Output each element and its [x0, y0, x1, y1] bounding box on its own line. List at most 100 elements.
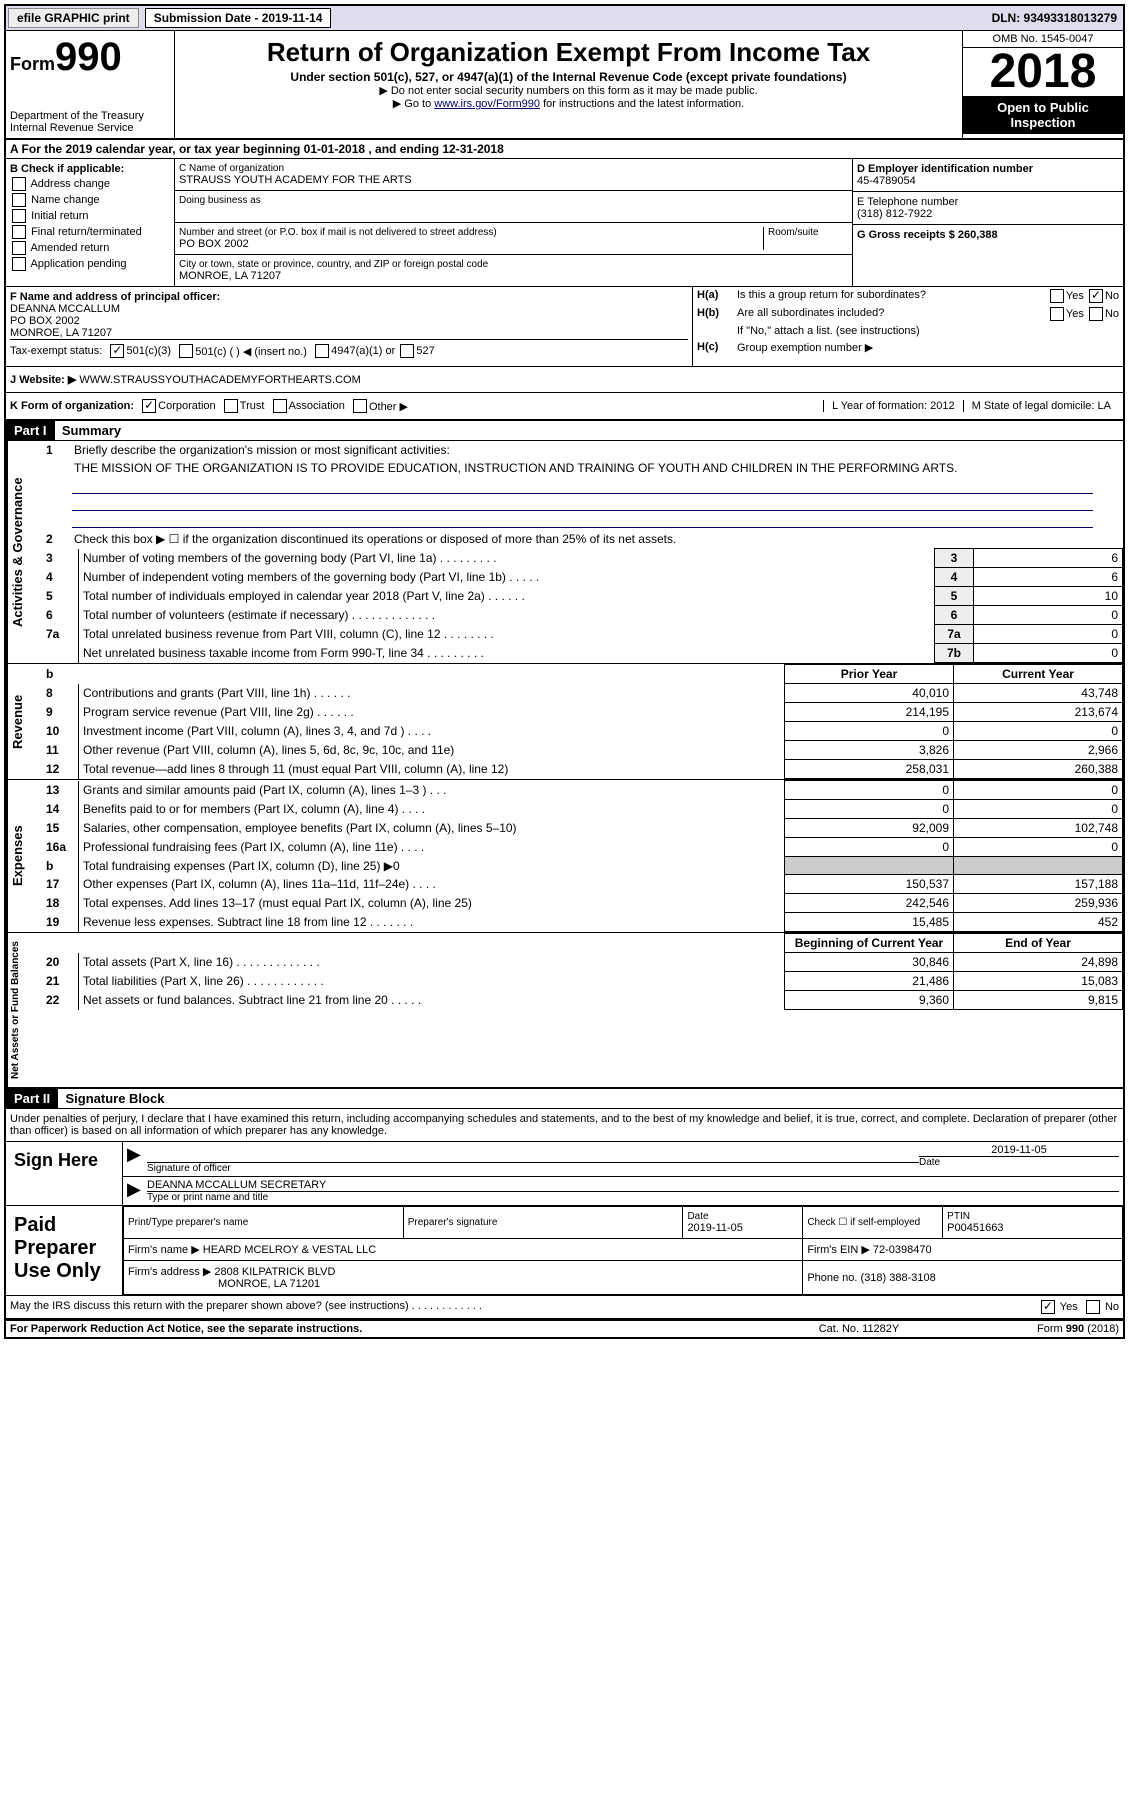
- dln-label: DLN: 93493318013279: [992, 11, 1123, 25]
- website-label: Website: ▶: [19, 373, 76, 386]
- col-c: C Name of organization STRAUSS YOUTH ACA…: [175, 159, 852, 286]
- signature-block: Under penalties of perjury, I declare th…: [6, 1109, 1123, 1320]
- form-word: Form: [10, 54, 55, 74]
- table-row: bTotal fundraising expenses (Part IX, co…: [42, 857, 1123, 875]
- governance-block: Activities & Governance 1Briefly describ…: [6, 441, 1123, 663]
- discuss-yes[interactable]: [1041, 1300, 1055, 1314]
- col-b: B Check if applicable: Address change Na…: [6, 159, 175, 286]
- cb-initial[interactable]: Initial return: [10, 209, 170, 223]
- part1-badge: Part I: [6, 421, 55, 440]
- mission-text: THE MISSION OF THE ORGANIZATION IS TO PR…: [74, 461, 1119, 475]
- ein-value: 45-4789054: [857, 175, 1119, 187]
- cb-trust[interactable]: [224, 399, 238, 413]
- table-row: 11Other revenue (Part VIII, column (A), …: [42, 741, 1123, 760]
- open-public-badge: Open to Public Inspection: [963, 96, 1123, 134]
- cb-other[interactable]: [353, 399, 367, 413]
- table-row: 10Investment income (Part VIII, column (…: [42, 722, 1123, 741]
- officer-addr1: PO BOX 2002: [10, 315, 688, 327]
- cb-amended[interactable]: Amended return: [10, 241, 170, 255]
- subtitle-2: ▶ Do not enter social security numbers o…: [179, 84, 958, 97]
- fgh-row: F Name and address of principal officer:…: [6, 287, 1123, 367]
- form-footer: Form 990 (2018): [959, 1323, 1119, 1335]
- header-right: OMB No. 1545-0047 2018 Open to Public In…: [962, 31, 1123, 138]
- j-label: J: [10, 374, 16, 386]
- header-left: Form990 Department of the Treasury Inter…: [6, 31, 175, 138]
- officer-name: DEANNA MCCALLUM: [10, 303, 688, 315]
- subtitle-3: ▶ Go to www.irs.gov/Form990 for instruct…: [179, 97, 958, 110]
- d-label: D Employer identification number: [857, 163, 1119, 175]
- table-row: 12Total revenue—add lines 8 through 11 (…: [42, 760, 1123, 779]
- h-section: H(a) Is this a group return for subordin…: [692, 287, 1123, 366]
- firm-addr1: 2808 KILPATRICK BLVD: [214, 1266, 335, 1278]
- header-center: Return of Organization Exempt From Incom…: [175, 31, 962, 138]
- cb-527[interactable]: [400, 344, 414, 358]
- addr-label: Number and street (or P.O. box if mail i…: [179, 227, 763, 238]
- preparer-row: Paid Preparer Use Only Print/Type prepar…: [6, 1205, 1123, 1295]
- c-label: C Name of organization: [179, 163, 848, 174]
- discuss-row: May the IRS discuss this return with the…: [6, 1295, 1123, 1320]
- table-row: 13Grants and similar amounts paid (Part …: [42, 781, 1123, 800]
- part1-header-row: Part I Summary: [6, 421, 1123, 441]
- tax-year: 2018: [963, 48, 1123, 96]
- sig-date: 2019-11-05: [919, 1144, 1119, 1157]
- l-year: L Year of formation: 2012: [823, 400, 963, 412]
- table-row: 3Number of voting members of the governi…: [42, 549, 1123, 568]
- table-row: 20Total assets (Part X, line 16) . . . .…: [42, 953, 1123, 972]
- table-row: 8Contributions and grants (Part VIII, li…: [42, 684, 1123, 703]
- cb-name[interactable]: Name change: [10, 193, 170, 207]
- tab-expenses: Expenses: [6, 780, 42, 932]
- net-cy-header: End of Year: [954, 934, 1123, 953]
- subtitle-1: Under section 501(c), 527, or 4947(a)(1)…: [179, 70, 958, 84]
- tab-netassets: Net Assets or Fund Balances: [6, 933, 42, 1087]
- form-container: efile GRAPHIC print Submission Date - 20…: [4, 4, 1125, 1339]
- part1-title: Summary: [58, 421, 125, 440]
- cy-header: Current Year: [954, 665, 1123, 684]
- table-row: 18Total expenses. Add lines 13–17 (must …: [42, 894, 1123, 913]
- netassets-table: Beginning of Current Year End of Year 20…: [42, 933, 1123, 1010]
- line2-label: Check this box ▶ ☐ if the organization d…: [74, 532, 1119, 546]
- k-label: K Form of organization:: [10, 400, 134, 412]
- firm-phone: (318) 388-3108: [861, 1272, 936, 1284]
- cb-4947[interactable]: [315, 344, 329, 358]
- col-d: D Employer identification number 45-4789…: [852, 159, 1123, 286]
- efile-button[interactable]: efile GRAPHIC print: [8, 8, 139, 28]
- firm-ein: 72-0398470: [873, 1244, 932, 1256]
- section-b-d: B Check if applicable: Address change Na…: [6, 159, 1123, 287]
- table-row: 17Other expenses (Part IX, column (A), l…: [42, 875, 1123, 894]
- hb-no[interactable]: [1089, 307, 1103, 321]
- firm-addr2: MONROE, LA 71201: [218, 1278, 320, 1290]
- org-name: STRAUSS YOUTH ACADEMY FOR THE ARTS: [179, 174, 848, 186]
- table-row: 14Benefits paid to or for members (Part …: [42, 800, 1123, 819]
- ha-yes[interactable]: [1050, 289, 1064, 303]
- table-row: 7aTotal unrelated business revenue from …: [42, 625, 1123, 644]
- form-number: 990: [55, 35, 122, 79]
- cb-address[interactable]: Address change: [10, 177, 170, 191]
- city-label: City or town, state or province, country…: [179, 259, 848, 270]
- cb-application[interactable]: Application pending: [10, 257, 170, 271]
- arrow-icon: ▶: [127, 1144, 147, 1174]
- date-label: Date: [919, 1157, 1119, 1168]
- sign-here-label: Sign Here: [6, 1142, 123, 1205]
- ha-no[interactable]: [1089, 289, 1103, 303]
- sign-here-row: Sign Here ▶ Signature of officer 2019-11…: [6, 1141, 1123, 1205]
- dept-label: Department of the Treasury Internal Reve…: [10, 110, 170, 134]
- hc-label: Group exemption number ▶: [737, 341, 1119, 354]
- instructions-link[interactable]: www.irs.gov/Form990: [434, 98, 540, 110]
- hb-yes[interactable]: [1050, 307, 1064, 321]
- f-label: F Name and address of principal officer:: [10, 291, 688, 303]
- part2-title: Signature Block: [61, 1089, 168, 1108]
- discuss-no[interactable]: [1086, 1300, 1100, 1314]
- cb-corp[interactable]: [142, 399, 156, 413]
- line1-label: Briefly describe the organization's miss…: [74, 443, 1119, 457]
- tab-revenue: Revenue: [6, 664, 42, 779]
- cb-501c3[interactable]: [110, 344, 124, 358]
- type-name-label: Type or print name and title: [147, 1192, 1119, 1203]
- website-row: J Website: ▶ WWW.STRAUSSYOUTHACADEMYFORT…: [6, 367, 1123, 393]
- part2-header-row: Part II Signature Block: [6, 1089, 1123, 1109]
- cb-501c[interactable]: [179, 344, 193, 358]
- g-label: G Gross receipts $ 260,388: [857, 229, 1119, 241]
- revenue-table: b Prior Year Current Year 8Contributions…: [42, 664, 1123, 779]
- table-row: 9Program service revenue (Part VIII, lin…: [42, 703, 1123, 722]
- cb-final[interactable]: Final return/terminated: [10, 225, 170, 239]
- cb-assoc[interactable]: [273, 399, 287, 413]
